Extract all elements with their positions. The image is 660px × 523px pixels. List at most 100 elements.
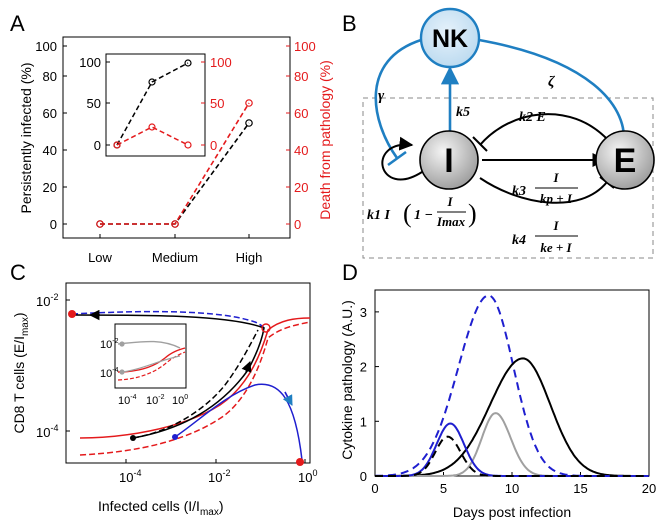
c-inset-gray2	[121, 355, 181, 373]
a-inset-y2tick-0: 0	[210, 138, 217, 153]
a-ytick-4: 80	[43, 69, 57, 84]
b-label-gamma: γ	[378, 88, 385, 104]
a-y2tick-1: 20	[294, 180, 308, 195]
b-nk-inhibits-e	[478, 38, 626, 141]
a-ylabel-right: Death from pathology (%)	[317, 60, 333, 220]
panel-a-frame	[62, 36, 291, 239]
a-inset-ytick-2: 100	[79, 55, 101, 70]
panel-c: C 10-4 10-2 100 10-4 10-2 Infected cells…	[10, 260, 317, 518]
b-node-e-label: E	[614, 142, 637, 180]
c-red-dashed	[79, 321, 311, 456]
panel-b-letter: B	[342, 11, 357, 36]
c-ytick-1: 10-2	[36, 292, 58, 309]
c-xlabel: Infected cells (I/Imax)	[98, 498, 224, 518]
b-node-i-label: I	[444, 142, 453, 180]
a-inset-y2tick-2: 100	[210, 55, 232, 70]
a-y2tick-2: 40	[294, 143, 308, 158]
c-fixed-point-high	[68, 310, 76, 318]
a-y2tick-0: 0	[294, 217, 301, 232]
d-xtick-label: 0	[371, 481, 378, 496]
d-series-1	[375, 357, 649, 477]
d-lines	[374, 294, 649, 477]
c-inset-xtick-0: 10-4	[118, 394, 137, 407]
a-xtick-high: High	[236, 250, 263, 265]
c-saddle	[261, 323, 271, 333]
d-ytick-label: 3	[360, 305, 367, 320]
b-label-k5: k5	[456, 105, 470, 120]
c-inset-red	[117, 347, 186, 373]
b-label-k1-num: I	[446, 194, 453, 209]
b-label-k1: k1 I	[367, 208, 391, 223]
c-red-solid	[79, 317, 311, 439]
c-xtick-2: 100	[298, 468, 317, 485]
panel-c-letter: C	[10, 260, 26, 285]
svg-text:): )	[468, 199, 477, 228]
a-ytick-1: 20	[43, 180, 57, 195]
a-ytick-0: 0	[50, 217, 57, 232]
d-ylabel: Cytokine pathology (A.U.)	[339, 300, 355, 460]
panel-d-frame	[374, 289, 650, 477]
c-ytick-0: 10-4	[36, 423, 58, 440]
a-xtick-medium: Medium	[152, 250, 198, 265]
b-label-k3-den: kp + I	[540, 191, 573, 206]
d-series-4	[375, 435, 649, 477]
panel-b: B NK I E γ ζ k5 k2 E k3 I kp + I k4	[342, 7, 655, 259]
b-label-k3: k3	[512, 184, 526, 199]
b-label-k4: k4	[512, 233, 526, 248]
b-label-k4-den: ke + I	[540, 240, 572, 255]
a-point	[245, 99, 253, 107]
d-ytick-label: 0	[360, 469, 367, 484]
d-series-3	[375, 422, 649, 477]
panel-c-frame	[65, 282, 311, 464]
a-y2tick-3: 60	[294, 106, 308, 121]
a-point	[245, 119, 253, 127]
panel-a-letter: A	[10, 11, 25, 36]
b-node-nk-label: NK	[432, 25, 468, 53]
a-inset: 0 50 100 0 50 100	[79, 53, 232, 157]
a-xtick-low: Low	[88, 250, 112, 265]
c-blue-solid	[174, 383, 303, 461]
b-i-exhausts-e	[479, 177, 608, 204]
a-inset-point	[113, 141, 121, 149]
a-inset-ytick-1: 50	[87, 96, 101, 111]
a-ytick-3: 60	[43, 106, 57, 121]
a-inset-point	[148, 78, 156, 86]
a-inset-point	[148, 123, 156, 131]
a-inset-ytick-0: 0	[94, 138, 101, 153]
b-label-k4-num: I	[552, 218, 559, 233]
panel-a-right-ticks: 0 20 40 60 80 100	[286, 39, 316, 232]
a-point	[96, 220, 104, 228]
d-ytick-label: 1	[360, 414, 367, 429]
c-inset-red-dashed	[117, 351, 186, 381]
d-xtick-label: 20	[642, 481, 656, 496]
b-node-e	[595, 130, 655, 190]
c-inset-xtick-2: 100	[172, 394, 188, 407]
a-inset-point	[184, 59, 192, 67]
c-ylabel: CD8 T cells (E/Imax)	[11, 312, 31, 433]
c-inset-ytick-1: 10-2	[100, 338, 119, 351]
b-dashed-box	[362, 97, 654, 259]
c-black-dashed	[132, 329, 259, 439]
a-inset-series-persistent	[116, 62, 189, 146]
b-label-k1-one: 1 −	[414, 208, 433, 223]
a-ylabel-left: Persistently infected (%)	[18, 63, 34, 214]
a-point	[171, 220, 179, 228]
d-xtick-label: 15	[573, 481, 587, 496]
b-node-i	[419, 130, 479, 190]
a-inset-point	[184, 141, 192, 149]
a-inset-series-death	[116, 126, 189, 146]
c-xtick-0: 10-4	[119, 468, 141, 485]
c-inset-xtick-1: 10-2	[146, 394, 165, 407]
svg-text:(: (	[403, 199, 412, 228]
c-inset: 10-2 10-4 10-4 10-2 100	[100, 323, 188, 407]
c-inset-ytick-0: 10-4	[100, 367, 119, 380]
d-xtick-label: 10	[505, 481, 519, 496]
b-label-k3-num: I	[552, 170, 559, 185]
a-ytick-2: 40	[43, 143, 57, 158]
c-black-solid	[71, 314, 265, 439]
b-label-zeta: ζ	[548, 74, 556, 90]
d-ytick-label: 2	[360, 360, 367, 375]
d-ticks: 0 5 10 15 20 0 1 2 3	[360, 305, 656, 496]
panel-a: A 0 20 40 60 80 100 0 20 40	[10, 11, 333, 265]
